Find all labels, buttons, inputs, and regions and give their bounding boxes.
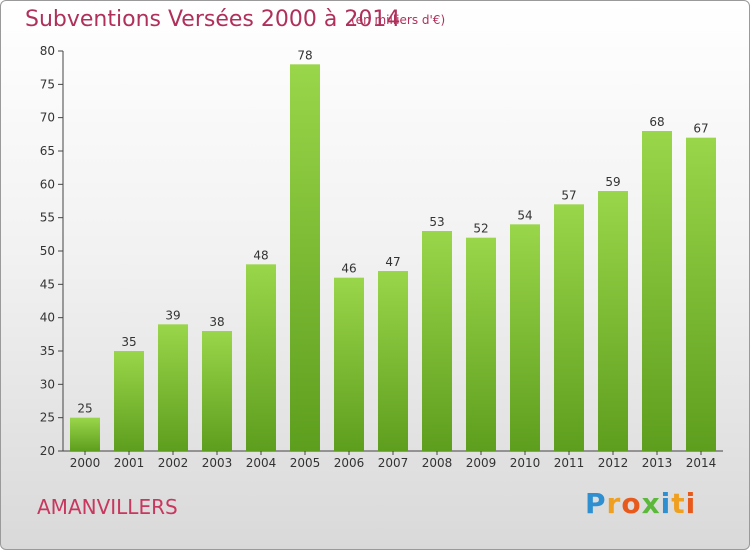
bar-2012 — [598, 191, 628, 451]
bar-2001 — [114, 351, 144, 451]
value-label-2013: 68 — [649, 115, 664, 129]
logo-letter: t — [671, 487, 686, 520]
proxiti-logo: Proxiti — [585, 487, 696, 520]
chart-subtitle: (en milliers d'€) — [351, 13, 446, 27]
value-label-2007: 47 — [385, 255, 400, 269]
y-tick-label: 75 — [40, 77, 55, 91]
value-label-2000: 25 — [77, 402, 92, 416]
value-label-2005: 78 — [297, 48, 312, 62]
value-label-2009: 52 — [473, 222, 488, 236]
y-tick-label: 60 — [40, 177, 55, 191]
x-tick-label-2014: 2014 — [686, 456, 717, 470]
logo-letter: o — [621, 487, 642, 520]
value-label-2004: 48 — [253, 248, 268, 262]
x-tick-label-2005: 2005 — [290, 456, 321, 470]
y-tick-label: 70 — [40, 111, 55, 125]
y-tick-label: 20 — [40, 444, 55, 458]
value-label-2012: 59 — [605, 175, 620, 189]
x-tick-label-2000: 2000 — [70, 456, 101, 470]
chart-title: Subventions Versées 2000 à 2014 — [25, 7, 401, 32]
x-tick-label-2006: 2006 — [334, 456, 365, 470]
y-tick-label: 35 — [40, 344, 55, 358]
value-label-2011: 57 — [561, 188, 576, 202]
bar-2009 — [466, 237, 496, 451]
bar-2006 — [334, 277, 364, 451]
x-tick-label-2002: 2002 — [158, 456, 189, 470]
x-tick-label-2010: 2010 — [510, 456, 541, 470]
logo-letter: i — [660, 487, 672, 520]
bar-2000 — [70, 417, 100, 451]
x-tick-label-2011: 2011 — [554, 456, 585, 470]
commune-name: AMANVILLERS — [37, 495, 178, 519]
y-tick-label: 25 — [40, 411, 55, 425]
y-tick-label: 40 — [40, 311, 55, 325]
value-label-2014: 67 — [693, 122, 708, 136]
x-tick-label-2009: 2009 — [466, 456, 497, 470]
logo-letter: r — [606, 487, 622, 520]
value-label-2001: 35 — [121, 335, 136, 349]
logo-letter: x — [641, 487, 661, 520]
y-tick-label: 65 — [40, 144, 55, 158]
value-label-2010: 54 — [517, 208, 532, 222]
x-tick-label-2004: 2004 — [246, 456, 277, 470]
bar-2002 — [158, 324, 188, 451]
bar-2004 — [246, 264, 276, 451]
x-tick-label-2007: 2007 — [378, 456, 409, 470]
y-tick-label: 45 — [40, 277, 55, 291]
bar-2011 — [554, 204, 584, 451]
bar-2005 — [290, 64, 320, 452]
y-tick-label: 80 — [40, 44, 55, 58]
x-tick-label-2003: 2003 — [202, 456, 233, 470]
bar-2013 — [642, 131, 672, 451]
bar-2007 — [378, 271, 408, 451]
logo-letter: P — [585, 487, 607, 520]
logo-letter: i — [685, 487, 697, 520]
bar-2008 — [422, 231, 452, 451]
bar-2003 — [202, 331, 232, 451]
y-tick-label: 30 — [40, 377, 55, 391]
bar-2010 — [510, 224, 540, 451]
value-label-2008: 53 — [429, 215, 444, 229]
y-tick-label: 50 — [40, 244, 55, 258]
x-tick-label-2001: 2001 — [114, 456, 145, 470]
bar-2014 — [686, 137, 716, 451]
x-tick-label-2008: 2008 — [422, 456, 453, 470]
y-tick-label: 55 — [40, 211, 55, 225]
value-label-2003: 38 — [209, 315, 224, 329]
value-label-2006: 46 — [341, 262, 356, 276]
x-tick-label-2012: 2012 — [598, 456, 629, 470]
x-tick-label-2013: 2013 — [642, 456, 673, 470]
value-label-2002: 39 — [165, 308, 180, 322]
